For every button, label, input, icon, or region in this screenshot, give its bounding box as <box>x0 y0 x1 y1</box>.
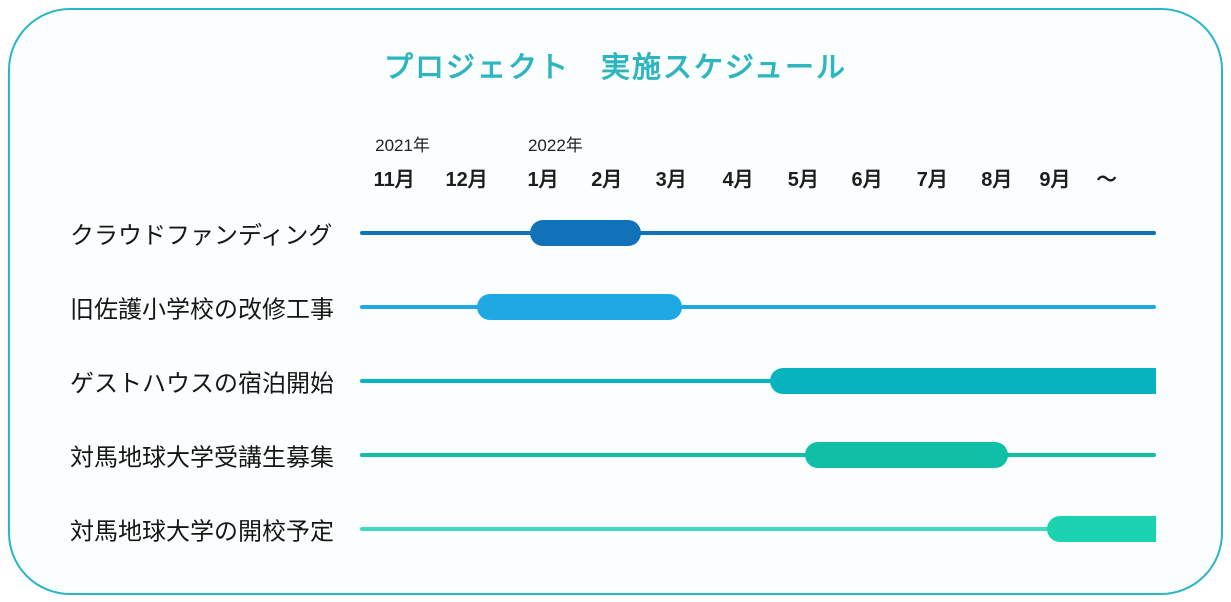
month-tick-label: 8月 <box>981 169 1013 191</box>
task-row: 対馬地球大学の開校予定 <box>10 516 1221 546</box>
task-timeline-track <box>360 368 1156 394</box>
task-label: 旧佐護小学校の改修工事 <box>70 296 334 324</box>
year-label: 2021年 <box>375 136 430 155</box>
month-tick-label: 9月 <box>1039 169 1071 191</box>
year-label: 2022年 <box>527 136 583 155</box>
task-bar <box>804 442 1008 468</box>
task-baseline <box>360 231 1156 235</box>
task-baseline <box>360 453 1156 457</box>
task-row: 対馬地球大学受講生募集 <box>10 442 1221 472</box>
task-bar <box>477 294 682 320</box>
task-bar <box>530 220 641 246</box>
task-row: クラウドファンディング <box>10 220 1221 250</box>
task-label: ゲストハウスの宿泊開始 <box>70 370 334 398</box>
month-tick-label: 12月 <box>445 169 488 191</box>
task-label: 対馬地球大学の開校予定 <box>70 518 334 546</box>
task-timeline-track <box>360 442 1156 468</box>
task-baseline <box>360 305 1156 309</box>
task-baseline <box>360 379 1156 383</box>
chart-title: プロジェクト 実施スケジュール <box>384 52 847 84</box>
task-bar <box>1046 516 1156 542</box>
month-tick-label: 3月 <box>655 169 687 191</box>
month-tick-label: 7月 <box>916 169 948 191</box>
task-row: ゲストハウスの宿泊開始 <box>10 368 1221 398</box>
month-tick-label: 5月 <box>787 169 819 191</box>
task-timeline-track <box>360 516 1156 542</box>
month-tick-label: 1月 <box>527 169 559 191</box>
schedule-card: プロジェクト 実施スケジュール 2021年 2022年 11月 12月 1月 2月 3月 4… <box>8 8 1223 595</box>
task-baseline <box>360 527 1156 531</box>
task-bar <box>769 368 1156 394</box>
task-timeline-track <box>360 220 1156 246</box>
month-tick-label: 11月 <box>373 169 415 191</box>
task-label: クラウドファンディング <box>70 222 333 250</box>
month-tick-label: 2月 <box>591 169 623 191</box>
month-tick-label: 4月 <box>722 169 754 191</box>
task-timeline-track <box>360 294 1156 320</box>
month-tick-label: ～ <box>1096 169 1117 191</box>
month-tick-label: 6月 <box>851 169 883 191</box>
task-label: 対馬地球大学受講生募集 <box>70 444 334 472</box>
task-row: 旧佐護小学校の改修工事 <box>10 294 1221 324</box>
